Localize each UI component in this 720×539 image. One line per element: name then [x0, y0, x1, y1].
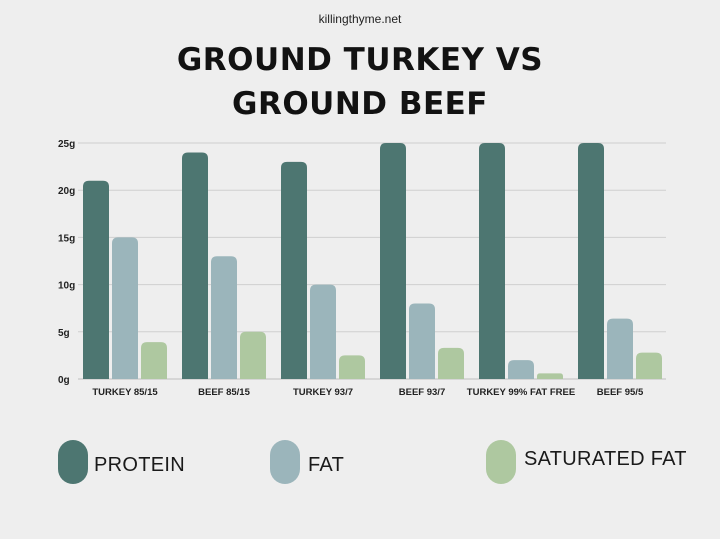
- saturated-fat-bar: [636, 352, 662, 379]
- chart-title-line-2: GROUND BEEF: [232, 86, 488, 122]
- y-tick-label: 20g: [58, 186, 75, 197]
- legend-swatch-fat: [270, 440, 300, 484]
- saturated-fat-bar: [537, 373, 563, 379]
- protein-bar: [182, 152, 208, 379]
- y-tick-label: 15g: [58, 233, 75, 244]
- fat-bar: [211, 256, 237, 379]
- protein-bar: [380, 143, 406, 379]
- saturated-fat-bar: [141, 342, 167, 379]
- legend-label-saturated-fat: SATURATED FAT: [524, 448, 687, 470]
- saturated-fat-bar: [339, 355, 365, 379]
- legend-swatch-saturated-fat: [486, 440, 516, 484]
- protein-bar: [281, 161, 307, 379]
- x-tick-label: TURKEY 93/7: [293, 387, 353, 398]
- saturated-fat-bar: [240, 331, 266, 379]
- fat-bar: [409, 303, 435, 379]
- chart-title-line-1: GROUND TURKEY VS: [176, 42, 544, 78]
- fat-bar: [508, 360, 534, 379]
- y-tick-label: 10g: [58, 281, 75, 292]
- legend-label-fat: FAT: [308, 454, 345, 476]
- protein-bar: [479, 143, 505, 379]
- legend-label-protein: PROTEIN: [94, 454, 185, 476]
- protein-bar: [83, 180, 109, 379]
- y-tick-label: 5g: [58, 328, 70, 339]
- protein-bar: [578, 143, 604, 379]
- x-tick-label: BEEF 93/7: [399, 387, 445, 398]
- x-tick-label: BEEF 85/15: [198, 387, 250, 398]
- saturated-fat-bar: [438, 347, 464, 379]
- source-url: killingthyme.net: [318, 12, 402, 26]
- fat-bar: [310, 284, 336, 379]
- fat-bar: [112, 237, 138, 379]
- y-tick-label: 0g: [58, 375, 70, 386]
- bar-chart: 0g 5g 10g 15g 20g 25g TURKEY 85/15 BEEF 85/15 TU…: [58, 139, 666, 398]
- fat-bar: [607, 318, 633, 379]
- x-tick-label: TURKEY 85/15: [92, 387, 158, 398]
- x-tick-label: TURKEY 99% FAT FREE: [467, 387, 575, 398]
- legend-swatch-protein: [58, 440, 88, 484]
- x-tick-label: BEEF 95/5: [597, 387, 644, 398]
- y-tick-label: 25g: [58, 139, 75, 150]
